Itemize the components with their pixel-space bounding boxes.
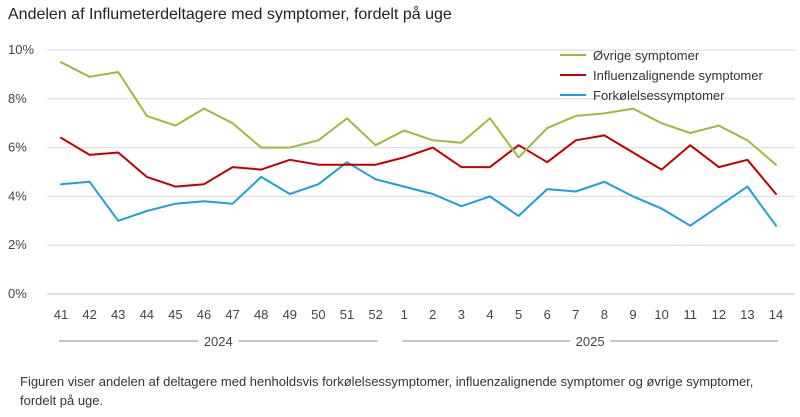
x-tick-label: 45 bbox=[168, 307, 182, 322]
year-group-label: 2024 bbox=[204, 334, 233, 349]
y-tick-label: 10% bbox=[8, 42, 34, 57]
x-tick-label: 3 bbox=[458, 307, 465, 322]
x-tick-label: 51 bbox=[340, 307, 354, 322]
legend-label: Øvrige symptomer bbox=[593, 48, 700, 63]
x-tick-label: 41 bbox=[54, 307, 68, 322]
x-tick-label: 2 bbox=[429, 307, 436, 322]
chart-caption: Figuren viser andelen af deltagere med h… bbox=[20, 374, 754, 408]
x-tick-label: 9 bbox=[629, 307, 636, 322]
x-tick-label: 5 bbox=[515, 307, 522, 322]
y-tick-label: 6% bbox=[8, 140, 27, 155]
x-tick-label: 14 bbox=[769, 307, 783, 322]
series-line-influenzalignende-symptomer bbox=[60, 134, 777, 195]
y-tick-label: 8% bbox=[8, 91, 27, 106]
x-tick-label: 11 bbox=[683, 307, 697, 322]
x-tick-label: 4 bbox=[486, 307, 493, 322]
x-tick-label: 8 bbox=[601, 307, 608, 322]
x-tick-label: 48 bbox=[254, 307, 268, 322]
x-tick-label: 44 bbox=[140, 307, 154, 322]
legend-label: Influenzalignende symptomer bbox=[593, 68, 763, 83]
x-tick-label: 43 bbox=[111, 307, 125, 322]
series-line-øvrige-symptomer bbox=[60, 61, 777, 166]
x-tick-label: 47 bbox=[225, 307, 239, 322]
x-tick-label: 12 bbox=[712, 307, 726, 322]
chart-title: Andelen af Influmeterdeltagere med sympt… bbox=[8, 6, 452, 23]
year-group-label: 2025 bbox=[576, 334, 605, 349]
x-tick-label: 7 bbox=[572, 307, 579, 322]
x-tick-label: 6 bbox=[544, 307, 551, 322]
x-tick-label: 52 bbox=[368, 307, 382, 322]
x-tick-label: 1 bbox=[401, 307, 408, 322]
x-tick-label: 46 bbox=[197, 307, 211, 322]
y-tick-label: 2% bbox=[8, 237, 27, 252]
x-tick-label: 13 bbox=[740, 307, 754, 322]
y-tick-label: 0% bbox=[8, 286, 27, 301]
year-label-background bbox=[198, 333, 239, 349]
x-tick-label: 49 bbox=[283, 307, 297, 322]
x-tick-label: 10 bbox=[654, 307, 668, 322]
x-tick-label: 42 bbox=[82, 307, 96, 322]
x-tick-label: 50 bbox=[311, 307, 325, 322]
year-label-background bbox=[570, 333, 611, 349]
series-line-forkølelsessymptomer bbox=[60, 161, 777, 227]
y-tick-label: 4% bbox=[8, 188, 27, 203]
legend-label: Forkølelsessymptomer bbox=[593, 88, 725, 103]
